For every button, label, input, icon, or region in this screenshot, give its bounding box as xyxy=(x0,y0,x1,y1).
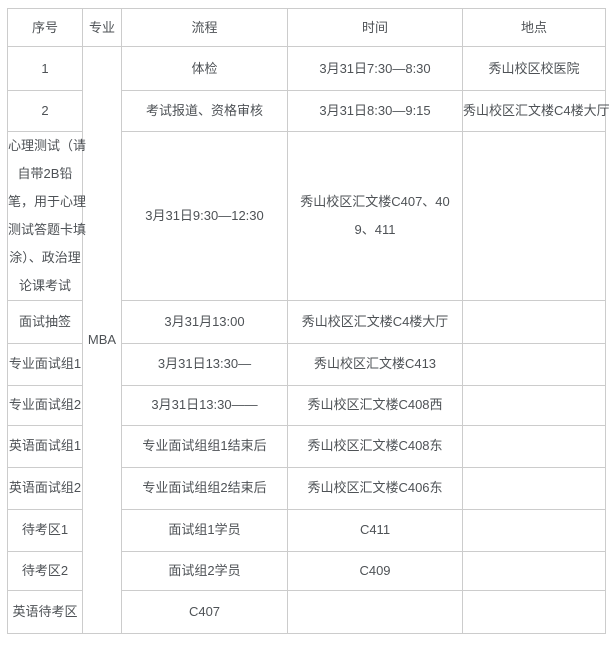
cell-location xyxy=(462,589,606,634)
cell-seq: 待考区1 xyxy=(7,508,83,552)
header-location: 地点 xyxy=(462,8,606,47)
cell-time: 秀山校区汇文楼C413 xyxy=(287,342,463,386)
header-row: 序号 专业 流程 时间 地点 xyxy=(7,8,606,47)
cell-location xyxy=(462,466,606,510)
header-major: 专业 xyxy=(82,8,122,47)
cell-location xyxy=(462,424,606,468)
cell-process: 3月31日13:30—— xyxy=(121,384,288,426)
table-row: 英语面试组2 专业面试组组2结束后 秀山校区汇文楼C406东 xyxy=(7,466,606,510)
cell-time xyxy=(287,589,463,634)
table-row: 专业面试组2 3月31日13:30—— 秀山校区汇文楼C408西 xyxy=(7,384,606,426)
cell-seq: 专业面试组1 xyxy=(7,342,83,386)
cell-process: 面试组1学员 xyxy=(121,508,288,552)
cell-time: 秀山校区汇文楼C408东 xyxy=(287,424,463,468)
cell-seq: 英语面试组1 xyxy=(7,424,83,468)
cell-time: 秀山校区汇文楼C406东 xyxy=(287,466,463,510)
cell-process: 3月31日9:30—12:30 xyxy=(121,131,288,301)
cell-time: 3月31日8:30—9:15 xyxy=(287,90,463,132)
cell-process: 专业面试组组2结束后 xyxy=(121,466,288,510)
cell-location xyxy=(462,384,606,426)
cell-process: 考试报道、资格审核 xyxy=(121,90,288,132)
header-time: 时间 xyxy=(287,8,463,47)
cell-process: 面试组2学员 xyxy=(121,550,288,591)
cell-process: 3月31日13:30— xyxy=(121,342,288,386)
cell-process: 专业面试组组1结束后 xyxy=(121,424,288,468)
cell-major: MBA xyxy=(82,46,122,634)
cell-seq: 2 xyxy=(7,90,83,132)
cell-location xyxy=(462,550,606,591)
cell-location: 秀山校区校医院 xyxy=(462,46,606,91)
table-row: 待考区1 面试组1学员 C411 xyxy=(7,508,606,552)
cell-location: 秀山校区汇文楼C4楼大厅 xyxy=(462,90,610,132)
table-row: 2 考试报道、资格审核 3月31日8:30—9:15 秀山校区汇文楼C4楼大厅 xyxy=(7,90,610,132)
cell-seq: 专业面试组2 xyxy=(7,384,83,426)
cell-time: 3月31日7:30—8:30 xyxy=(287,46,463,91)
cell-time: 秀山校区汇文楼C408西 xyxy=(287,384,463,426)
table-header: 序号 专业 流程 时间 地点 xyxy=(7,8,606,47)
cell-time: C409 xyxy=(287,550,463,591)
cell-location xyxy=(462,299,606,344)
header-seq: 序号 xyxy=(7,8,83,47)
cell-process: 3月31月13:00 xyxy=(121,299,288,344)
cell-location xyxy=(462,131,606,301)
cell-seq: 待考区2 xyxy=(7,550,83,591)
cell-seq: 英语待考区 xyxy=(7,589,83,634)
cell-time: 秀山校区汇文楼C4楼大厅 xyxy=(287,299,463,344)
cell-seq: 面试抽签 xyxy=(7,299,83,344)
cell-process: C407 xyxy=(121,589,288,634)
cell-seq: 心理测试（请 自带2B铅 笔，用于心理 测试答题卡填 涂）、政治理 论课考试 xyxy=(7,131,86,301)
exam-schedule-table: 序号 专业 流程 时间 地点 1 MBA 体检 3月31日7:30—8:30 秀… xyxy=(7,8,610,634)
cell-time: C411 xyxy=(287,508,463,552)
cell-time: 秀山校区汇文楼C407、40 9、411 xyxy=(287,131,463,301)
header-process: 流程 xyxy=(121,8,288,47)
table-body: 1 MBA 体检 3月31日7:30—8:30 秀山校区校医院 2 考试报道、资… xyxy=(7,46,610,634)
table-row: 英语待考区 C407 xyxy=(7,589,606,634)
table-row: 心理测试（请 自带2B铅 笔，用于心理 测试答题卡填 涂）、政治理 论课考试 3… xyxy=(7,131,606,301)
cell-location xyxy=(462,342,606,386)
table-row: 面试抽签 3月31月13:00 秀山校区汇文楼C4楼大厅 xyxy=(7,299,606,344)
cell-seq: 1 xyxy=(7,46,83,91)
cell-location xyxy=(462,508,606,552)
cell-seq: 英语面试组2 xyxy=(7,466,83,510)
table-row: 1 MBA 体检 3月31日7:30—8:30 秀山校区校医院 xyxy=(7,46,606,634)
cell-process: 体检 xyxy=(121,46,288,91)
